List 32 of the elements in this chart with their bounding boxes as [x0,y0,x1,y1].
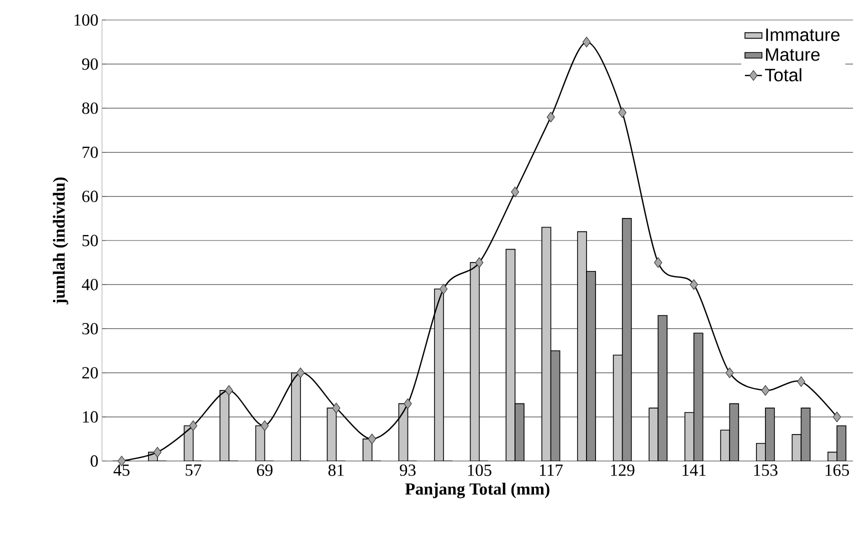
y-tick-label: 80 [82,102,98,114]
legend-label: Mature [766,48,820,61]
legend-label: Immature [766,28,840,42]
x-tick-label: 165 [826,464,849,476]
x-tick-label: 129 [611,464,634,476]
x-tick-label: 141 [682,464,706,476]
bar [792,434,802,461]
bar [326,408,337,461]
y-tick-label: 50 [82,234,98,246]
y-tick-label: 0 [90,455,98,467]
y-tick-label: 20 [82,367,98,379]
y-tick-label: 10 [83,411,98,423]
bar [541,226,552,461]
x-tick-label: 153 [754,464,778,476]
y-tick-label: 90 [82,58,98,70]
x-tick-label: 45 [114,464,130,476]
y-tick-label: 30 [82,322,98,334]
legend-label: Total [764,68,802,82]
x-tick-label: 93 [400,464,416,476]
x-tick-label: 105 [468,464,492,476]
y-tick-label: 100 [74,14,98,26]
x-tick-label: 117 [540,464,563,476]
x-tick-label: 57 [186,464,202,476]
y-tick-label: 60 [82,190,98,202]
x-tick-label: 81 [328,464,344,476]
y-tick-label: 70 [82,146,98,158]
y-tick-label: 40 [82,278,98,290]
y-axis-title: jumlah (individu) [52,177,68,304]
x-axis-title: Panjang Total (mm) [405,482,550,498]
bar [612,354,623,461]
x-tick-label: 69 [256,464,272,476]
bar [470,262,480,461]
